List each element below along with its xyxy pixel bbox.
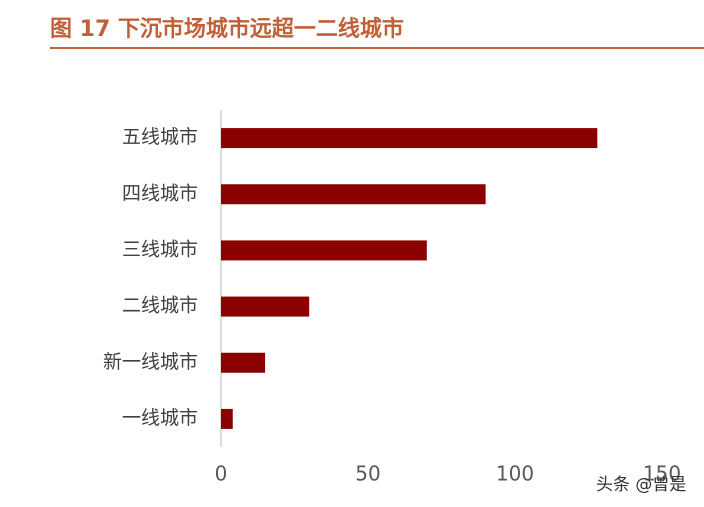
bar <box>221 352 266 373</box>
x-tick-label: 100 <box>496 462 534 486</box>
y-tick-label: 三线城市 <box>122 238 198 260</box>
bar <box>221 240 427 261</box>
y-tick-label: 四线城市 <box>122 182 198 204</box>
watermark: 头条 @曾是 <box>596 475 686 495</box>
x-tick-label: 0 <box>215 462 228 486</box>
bar <box>221 184 486 205</box>
y-tick-label: 一线城市 <box>122 407 198 429</box>
x-tick-label: 150 <box>643 462 681 486</box>
bar <box>221 128 598 149</box>
y-tick-label: 二线城市 <box>122 295 198 317</box>
y-tick-label: 新一线城市 <box>103 351 198 373</box>
bar <box>221 296 310 317</box>
chart-title: 图 17 下沉市场城市远超一二线城市 <box>50 16 404 42</box>
bar <box>221 408 233 429</box>
y-tick-label: 五线城市 <box>122 126 198 148</box>
x-tick-label: 50 <box>355 462 380 486</box>
